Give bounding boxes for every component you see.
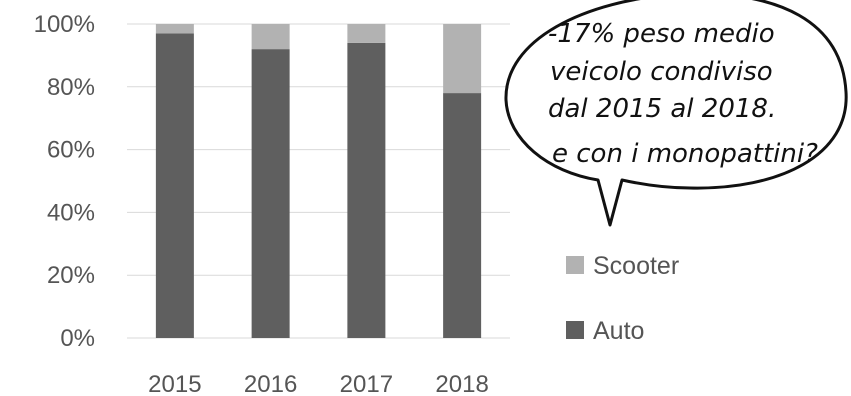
- x-tick-label: 2015: [148, 371, 201, 396]
- bar-segment-scooter: [443, 24, 482, 94]
- legend-swatch-scooter: [566, 256, 584, 274]
- bar-segment-scooter: [347, 24, 386, 43]
- bar-segment-scooter: [251, 24, 290, 50]
- bar-segment-auto: [443, 93, 482, 338]
- bubble-text-line-3: dal 2015 al 2018.: [548, 94, 776, 124]
- x-tick-label: 2016: [244, 371, 297, 396]
- bar-segment-auto: [347, 42, 386, 339]
- y-tick-label: 0%: [60, 325, 95, 352]
- bar-segment-auto: [251, 49, 290, 339]
- y-tick-label: 100%: [34, 11, 95, 38]
- x-tick-label: 2018: [435, 371, 488, 396]
- speech-bubble-shape: [504, 0, 848, 227]
- bubble-text-line-2: veicolo condiviso: [550, 57, 773, 87]
- bar-segment-scooter: [155, 24, 194, 34]
- legend-label-auto: Auto: [593, 317, 644, 345]
- legend-label-scooter: Scooter: [593, 252, 679, 280]
- bubble-text-line-1: -17% peso medio: [548, 19, 775, 49]
- bubble-text-line-4: e con i monopattini?: [552, 139, 818, 169]
- speech-bubble: -17% peso medio veicolo condiviso dal 20…: [504, 0, 848, 227]
- y-tick-label: 80%: [47, 74, 95, 101]
- x-axis: 2015 2016 2017 2018: [148, 371, 489, 396]
- y-tick-label: 60%: [47, 137, 95, 164]
- y-axis: 0% 20% 40% 60% 80% 100%: [34, 11, 95, 352]
- x-tick-label: 2017: [340, 371, 393, 396]
- legend-swatch-auto: [566, 321, 584, 339]
- y-tick-label: 40%: [47, 199, 95, 226]
- legend: Scooter Auto: [566, 252, 679, 345]
- bar-segment-auto: [155, 33, 194, 339]
- y-tick-label: 20%: [47, 262, 95, 289]
- bars: [155, 24, 482, 339]
